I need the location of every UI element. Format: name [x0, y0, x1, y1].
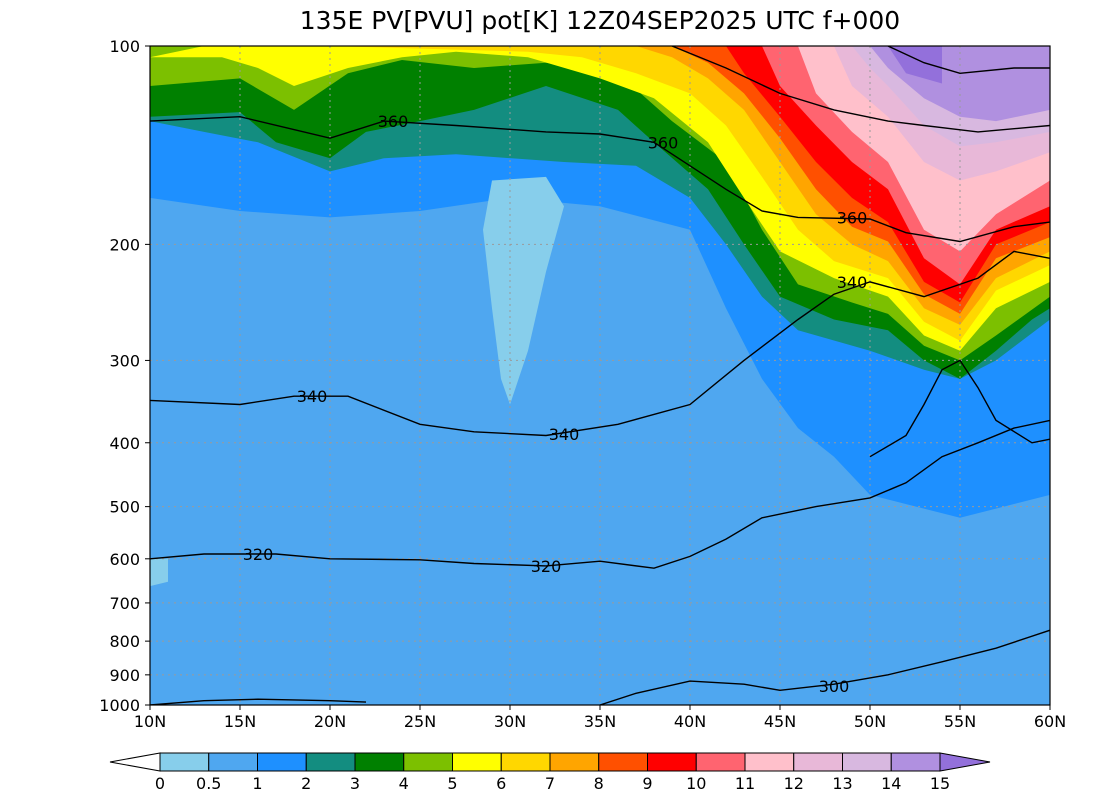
x-tick-label-4: 30N [494, 712, 526, 731]
x-tick-label-6: 40N [674, 712, 706, 731]
colorbar-label-6: 5 [447, 774, 457, 793]
theta-contours [150, 46, 1050, 705]
colorbar-label-3: 2 [301, 774, 311, 793]
colorbar-label-4: 3 [350, 774, 360, 793]
x-axis: 10N 15N 20N 25N 30N 35N 40N 45N 50N 55N 60N [134, 705, 1066, 731]
x-tick-label-3: 25N [404, 712, 436, 731]
contour-label-4: 340 [297, 387, 328, 406]
x-tick-label-10: 60N [1034, 712, 1066, 731]
contour-label-0: 360 [378, 112, 409, 131]
theta-contour-300-0 [599, 629, 1050, 705]
contour-label-7: 320 [531, 557, 562, 576]
x-tick-label-5: 35N [584, 712, 616, 731]
theta-contour-300-1 [150, 698, 367, 705]
pv-region-15 [888, 46, 942, 84]
y-tick-label-1: 200 [109, 235, 140, 254]
y-tick-label-5: 600 [109, 550, 140, 569]
theta-contour-360-5 [150, 115, 1050, 243]
colorbar-label-1: 0.5 [196, 774, 221, 793]
colorbar-swatch-1 [208, 752, 258, 772]
contour-label-2: 360 [837, 208, 868, 227]
colorbar-over-arrow [939, 752, 991, 772]
contour-label-5: 340 [549, 425, 580, 444]
y-tick-label-2: 300 [109, 351, 140, 370]
colorbar-swatch-4 [354, 752, 405, 772]
x-tick-label-0: 10N [134, 712, 166, 731]
colorbar-swatch-14 [842, 752, 892, 772]
contour-label-8: 300 [819, 677, 850, 696]
pv-region-1 [150, 197, 1050, 705]
colorbar-swatch-6 [452, 752, 502, 772]
colorbar-label-15: 14 [881, 774, 901, 793]
y-tick-label-8: 900 [109, 666, 140, 685]
colorbar-labels: 0 0.5 1 2 3 4 5 6 7 8 9 10 11 12 13 14 15 [155, 774, 950, 793]
x-tick-label-9: 55N [944, 712, 976, 731]
x-tick-label-2: 20N [314, 712, 346, 731]
contour-label-6: 320 [243, 545, 274, 564]
theta-contour-340-3 [150, 250, 1050, 437]
pv-region-17 [150, 558, 168, 587]
colorbar-swatch-13 [793, 752, 843, 772]
y-tick-label-4: 500 [109, 498, 140, 517]
grid-lines [150, 46, 1050, 705]
colorbar-swatch-3 [305, 752, 356, 772]
chart-title: 135E PV[PVU] pot[K] 12Z04SEP2025 UTC f+0… [299, 6, 901, 35]
y-tick-label-0: 100 [109, 37, 140, 56]
colorbar-label-14: 13 [832, 774, 852, 793]
colorbar-swatch-10 [647, 752, 697, 772]
colorbar-label-5: 4 [399, 774, 409, 793]
colorbar-swatch-8 [549, 752, 600, 772]
x-tick-label-1: 15N [224, 712, 256, 731]
theta-contour-340-4 [869, 359, 1050, 458]
colorbar-label-13: 12 [784, 774, 804, 793]
contour-labels: 360 360 360 340 340 340 320 320 300 [243, 112, 868, 696]
theta-contour-380-6 [671, 46, 1050, 133]
theta-contour-400-7 [887, 46, 1050, 75]
colorbar-under-arrow [109, 752, 161, 772]
colorbar-swatch-12 [744, 752, 795, 772]
colorbar-swatch-5 [403, 752, 453, 772]
y-tick-label-3: 400 [109, 434, 140, 453]
colorbar-swatch-2 [257, 752, 307, 772]
x-tick-label-8: 50N [854, 712, 886, 731]
y-tick-label-6: 700 [109, 594, 140, 613]
y-tick-label-9: 1000 [99, 696, 140, 715]
colorbar-swatch-11 [695, 752, 746, 772]
colorbar-swatch-7 [500, 752, 551, 772]
x-tick-label-7: 45N [764, 712, 796, 731]
colorbar-label-12: 11 [735, 774, 755, 793]
contour-label-1: 360 [648, 133, 679, 152]
colorbar-label-11: 10 [686, 774, 706, 793]
colorbar-label-2: 1 [252, 774, 262, 793]
y-tick-label-7: 800 [109, 632, 140, 651]
contour-label-3: 340 [837, 273, 868, 292]
colorbar-label-16: 15 [930, 774, 950, 793]
colorbar-label-8: 7 [545, 774, 555, 793]
y-axis: 100 200 300 400 500 600 700 800 900 1000 [99, 37, 150, 715]
colorbar-label-7: 6 [496, 774, 506, 793]
pv-shading [150, 46, 1050, 705]
pv-region-16 [483, 176, 564, 405]
colorbar-label-9: 8 [594, 774, 604, 793]
chart-plot: 360 360 360 340 340 340 320 320 300 10N 15N 20N 25N… [99, 37, 1066, 731]
colorbar-swatch-15 [890, 752, 941, 772]
colorbar-label-10: 9 [642, 774, 652, 793]
theta-contour-320-2 [150, 419, 1050, 569]
colorbar-swatch-0 [159, 752, 210, 772]
colorbar-swatches [109, 752, 991, 772]
colorbar-swatch-9 [598, 752, 648, 772]
colorbar-label-0: 0 [155, 774, 165, 793]
